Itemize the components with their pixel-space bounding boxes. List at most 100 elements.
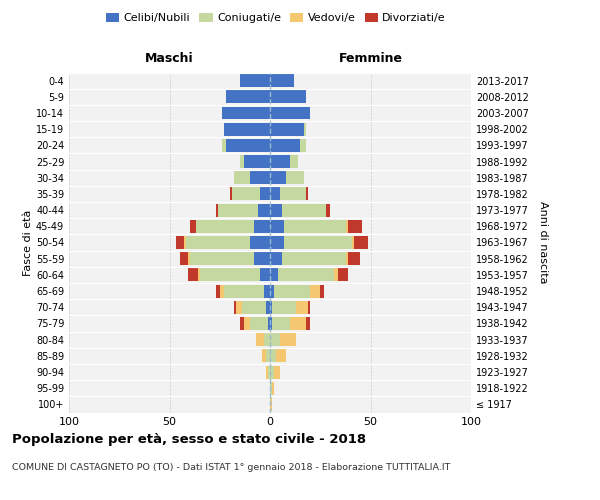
Bar xyxy=(270,301,272,314)
Bar xyxy=(266,350,270,362)
Bar xyxy=(188,268,197,281)
Bar xyxy=(254,220,270,233)
Bar xyxy=(230,188,232,200)
Bar xyxy=(272,317,290,330)
Bar xyxy=(188,252,190,265)
Bar xyxy=(220,284,224,298)
Bar xyxy=(282,204,326,216)
Bar xyxy=(282,252,346,265)
Bar xyxy=(270,252,282,265)
Bar xyxy=(276,350,286,362)
Bar xyxy=(284,236,352,249)
Bar xyxy=(286,172,304,184)
Y-axis label: Anni di nascita: Anni di nascita xyxy=(538,201,548,283)
Bar xyxy=(236,301,242,314)
Text: Maschi: Maschi xyxy=(145,52,194,65)
Bar xyxy=(270,204,282,216)
Y-axis label: Fasce di età: Fasce di età xyxy=(23,210,33,276)
Bar xyxy=(197,268,200,281)
Bar xyxy=(240,74,270,87)
Bar xyxy=(338,268,349,281)
Bar xyxy=(224,122,270,136)
Bar xyxy=(242,301,266,314)
Bar xyxy=(280,188,306,200)
Bar xyxy=(216,204,218,216)
Bar xyxy=(222,106,270,120)
Bar xyxy=(185,236,250,249)
Bar xyxy=(270,382,272,394)
Bar xyxy=(270,220,284,233)
Bar xyxy=(280,333,296,346)
Bar xyxy=(284,220,346,233)
Bar xyxy=(334,268,338,281)
Bar xyxy=(266,301,270,314)
Bar xyxy=(310,284,320,298)
Bar xyxy=(244,317,250,330)
Bar xyxy=(250,172,270,184)
Bar xyxy=(250,317,268,330)
Bar xyxy=(296,301,308,314)
Bar xyxy=(216,284,220,298)
Bar xyxy=(262,350,266,362)
Bar xyxy=(218,204,258,216)
Bar xyxy=(190,252,254,265)
Bar xyxy=(254,252,270,265)
Bar xyxy=(270,317,272,330)
Bar xyxy=(232,188,260,200)
Bar xyxy=(270,268,278,281)
Bar xyxy=(352,236,355,249)
Bar xyxy=(270,188,280,200)
Bar xyxy=(270,172,286,184)
Bar xyxy=(272,382,274,394)
Bar xyxy=(306,317,310,330)
Bar xyxy=(270,366,274,378)
Bar xyxy=(179,252,188,265)
Bar xyxy=(250,236,270,249)
Bar xyxy=(268,366,270,378)
Bar xyxy=(240,155,244,168)
Bar xyxy=(270,155,290,168)
Bar xyxy=(274,366,280,378)
Bar xyxy=(270,106,310,120)
Bar xyxy=(308,301,310,314)
Bar xyxy=(256,333,264,346)
Bar xyxy=(349,252,361,265)
Bar xyxy=(200,268,260,281)
Bar xyxy=(290,155,298,168)
Bar xyxy=(224,284,264,298)
Text: Femmine: Femmine xyxy=(338,52,403,65)
Bar xyxy=(244,155,270,168)
Bar xyxy=(304,122,306,136)
Bar xyxy=(270,122,304,136)
Bar xyxy=(258,204,270,216)
Bar xyxy=(270,333,280,346)
Bar xyxy=(278,268,334,281)
Bar xyxy=(270,90,306,104)
Bar xyxy=(260,188,270,200)
Bar xyxy=(300,139,306,152)
Bar xyxy=(346,252,349,265)
Bar xyxy=(234,172,250,184)
Bar xyxy=(270,398,272,411)
Bar xyxy=(268,317,270,330)
Bar xyxy=(326,204,331,216)
Bar xyxy=(190,220,196,233)
Bar xyxy=(290,317,306,330)
Bar xyxy=(260,268,270,281)
Bar xyxy=(176,236,184,249)
Bar xyxy=(222,139,226,152)
Bar xyxy=(346,220,349,233)
Bar xyxy=(274,284,310,298)
Legend: Celibi/Nubili, Coniugati/e, Vedovi/e, Divorziati/e: Celibi/Nubili, Coniugati/e, Vedovi/e, Di… xyxy=(101,8,451,28)
Text: Popolazione per età, sesso e stato civile - 2018: Popolazione per età, sesso e stato civil… xyxy=(12,432,366,446)
Bar xyxy=(270,139,300,152)
Bar xyxy=(196,220,254,233)
Bar xyxy=(270,350,276,362)
Bar xyxy=(264,333,270,346)
Bar xyxy=(320,284,324,298)
Bar xyxy=(264,284,270,298)
Bar xyxy=(270,74,294,87)
Bar xyxy=(266,366,268,378)
Text: COMUNE DI CASTAGNETO PO (TO) - Dati ISTAT 1° gennaio 2018 - Elaborazione TUTTITA: COMUNE DI CASTAGNETO PO (TO) - Dati ISTA… xyxy=(12,462,451,471)
Bar xyxy=(240,317,244,330)
